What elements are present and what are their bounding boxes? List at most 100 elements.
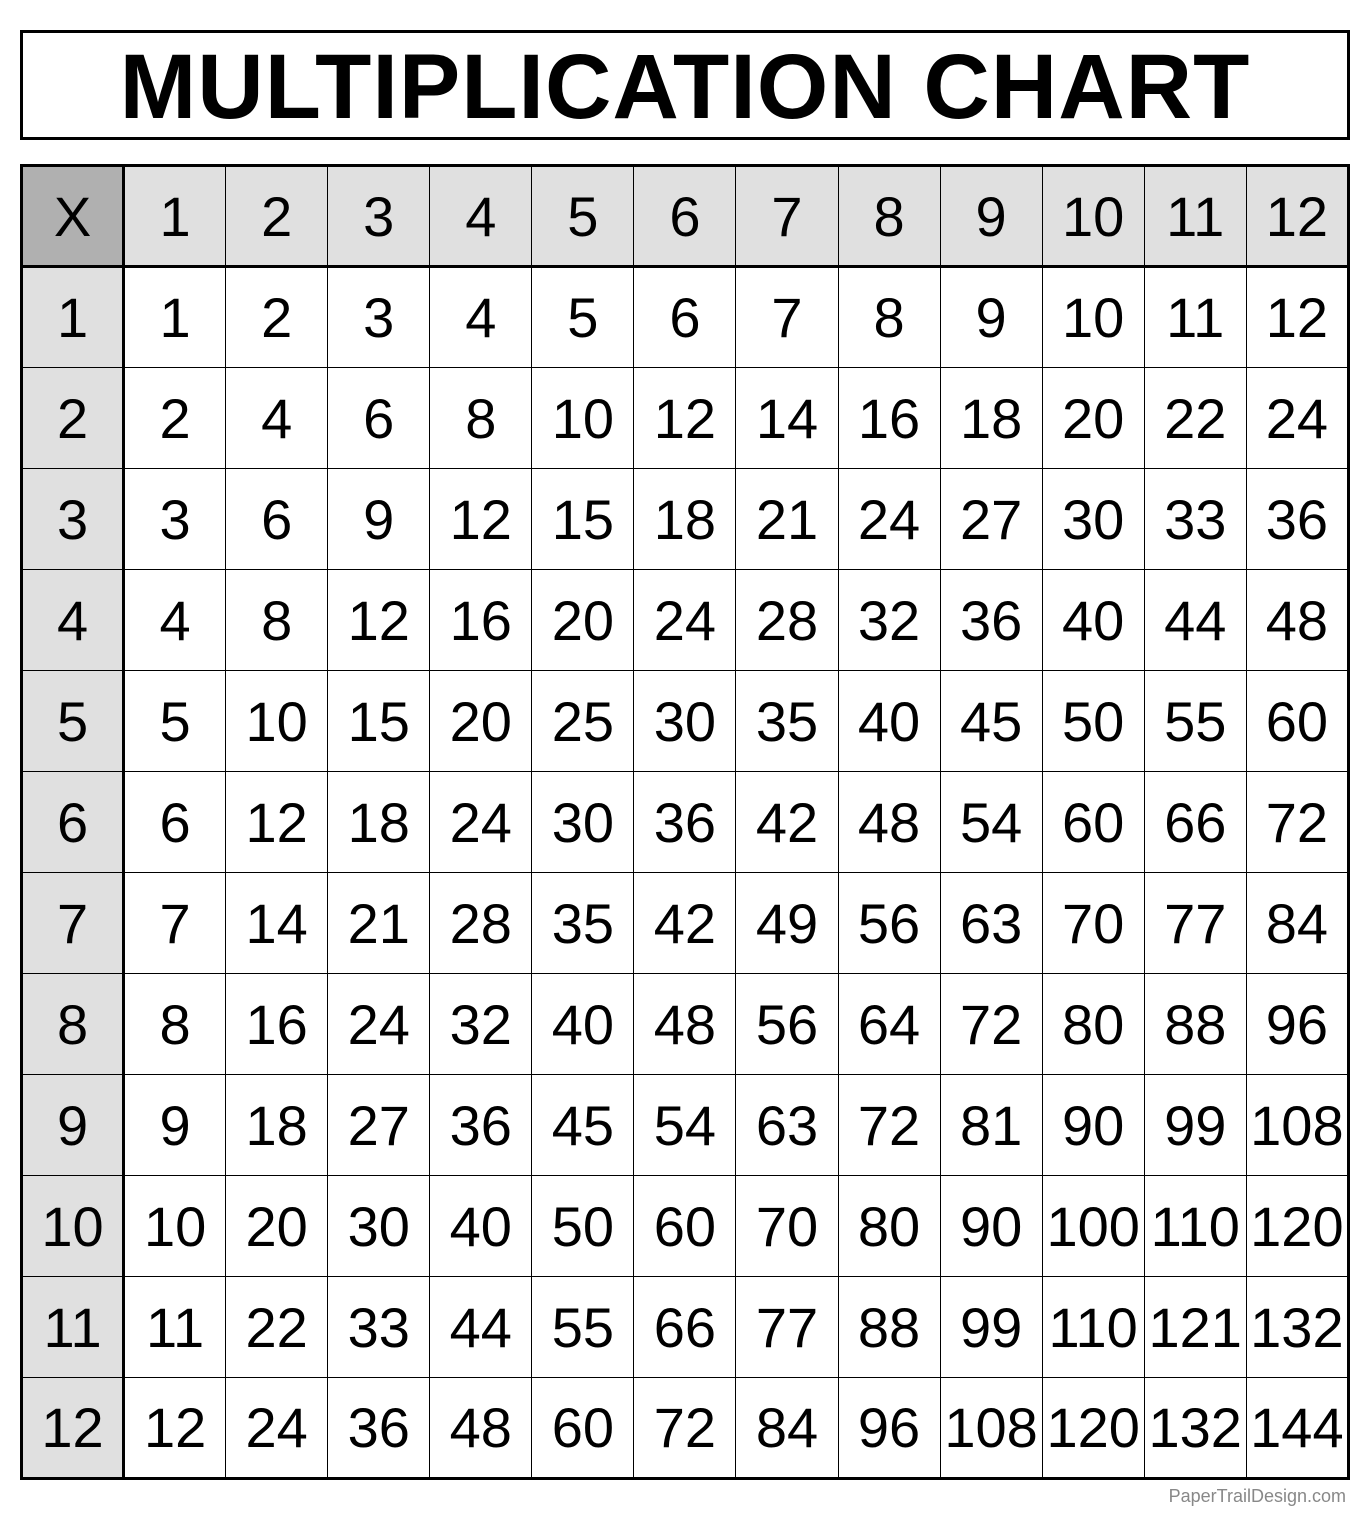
data-cell: 48 xyxy=(1246,570,1348,671)
data-cell: 72 xyxy=(634,1378,736,1479)
data-cell: 30 xyxy=(1042,469,1144,570)
data-cell: 12 xyxy=(430,469,532,570)
data-cell: 108 xyxy=(1246,1075,1348,1176)
table-row: 121224364860728496108120132144 xyxy=(22,1378,1349,1479)
data-cell: 12 xyxy=(1246,267,1348,368)
data-cell: 84 xyxy=(736,1378,838,1479)
data-cell: 132 xyxy=(1246,1277,1348,1378)
data-cell: 18 xyxy=(940,368,1042,469)
col-header-cell: 6 xyxy=(634,166,736,267)
data-cell: 33 xyxy=(328,1277,430,1378)
data-cell: 10 xyxy=(226,671,328,772)
data-cell: 88 xyxy=(1144,974,1246,1075)
data-cell: 20 xyxy=(532,570,634,671)
corner-cell: X xyxy=(22,166,124,267)
data-cell: 20 xyxy=(430,671,532,772)
data-cell: 6 xyxy=(124,772,226,873)
data-cell: 72 xyxy=(838,1075,940,1176)
data-cell: 4 xyxy=(430,267,532,368)
table-row: 551015202530354045505560 xyxy=(22,671,1349,772)
data-cell: 1 xyxy=(124,267,226,368)
data-cell: 14 xyxy=(736,368,838,469)
data-cell: 88 xyxy=(838,1277,940,1378)
data-cell: 10 xyxy=(1042,267,1144,368)
data-cell: 3 xyxy=(328,267,430,368)
data-cell: 24 xyxy=(328,974,430,1075)
data-cell: 8 xyxy=(124,974,226,1075)
data-cell: 63 xyxy=(940,873,1042,974)
col-header-cell: 10 xyxy=(1042,166,1144,267)
data-cell: 7 xyxy=(124,873,226,974)
data-cell: 24 xyxy=(226,1378,328,1479)
row-header-cell: 9 xyxy=(22,1075,124,1176)
data-cell: 56 xyxy=(838,873,940,974)
row-header-cell: 10 xyxy=(22,1176,124,1277)
data-cell: 54 xyxy=(634,1075,736,1176)
data-cell: 54 xyxy=(940,772,1042,873)
data-cell: 99 xyxy=(1144,1075,1246,1176)
data-cell: 5 xyxy=(124,671,226,772)
col-header-cell: 3 xyxy=(328,166,430,267)
data-cell: 40 xyxy=(838,671,940,772)
data-cell: 77 xyxy=(1144,873,1246,974)
table-row: 11112233445566778899110121132 xyxy=(22,1277,1349,1378)
row-header-cell: 3 xyxy=(22,469,124,570)
table-header-row: X123456789101112 xyxy=(22,166,1349,267)
data-cell: 45 xyxy=(532,1075,634,1176)
col-header-cell: 12 xyxy=(1246,166,1348,267)
data-cell: 48 xyxy=(430,1378,532,1479)
data-cell: 90 xyxy=(1042,1075,1144,1176)
data-cell: 6 xyxy=(226,469,328,570)
data-cell: 18 xyxy=(226,1075,328,1176)
data-cell: 121 xyxy=(1144,1277,1246,1378)
data-cell: 100 xyxy=(1042,1176,1144,1277)
col-header-cell: 11 xyxy=(1144,166,1246,267)
data-cell: 30 xyxy=(634,671,736,772)
data-cell: 108 xyxy=(940,1378,1042,1479)
table-row: 9918273645546372819099108 xyxy=(22,1075,1349,1176)
data-cell: 6 xyxy=(328,368,430,469)
data-cell: 10 xyxy=(124,1176,226,1277)
data-cell: 49 xyxy=(736,873,838,974)
data-cell: 96 xyxy=(838,1378,940,1479)
data-cell: 81 xyxy=(940,1075,1042,1176)
data-cell: 60 xyxy=(634,1176,736,1277)
row-header-cell: 5 xyxy=(22,671,124,772)
data-cell: 110 xyxy=(1144,1176,1246,1277)
title-box: MULTIPLICATION CHART xyxy=(20,30,1350,140)
data-cell: 36 xyxy=(430,1075,532,1176)
data-cell: 48 xyxy=(634,974,736,1075)
data-cell: 18 xyxy=(634,469,736,570)
data-cell: 144 xyxy=(1246,1378,1348,1479)
col-header-cell: 5 xyxy=(532,166,634,267)
col-header-cell: 9 xyxy=(940,166,1042,267)
row-header-cell: 7 xyxy=(22,873,124,974)
data-cell: 20 xyxy=(226,1176,328,1277)
data-cell: 12 xyxy=(328,570,430,671)
data-cell: 10 xyxy=(532,368,634,469)
data-cell: 15 xyxy=(532,469,634,570)
col-header-cell: 1 xyxy=(124,166,226,267)
data-cell: 11 xyxy=(1144,267,1246,368)
data-cell: 45 xyxy=(940,671,1042,772)
data-cell: 27 xyxy=(328,1075,430,1176)
data-cell: 80 xyxy=(838,1176,940,1277)
data-cell: 2 xyxy=(226,267,328,368)
data-cell: 80 xyxy=(1042,974,1144,1075)
col-header-cell: 2 xyxy=(226,166,328,267)
data-cell: 33 xyxy=(1144,469,1246,570)
row-header-cell: 8 xyxy=(22,974,124,1075)
table-row: 1123456789101112 xyxy=(22,267,1349,368)
data-cell: 30 xyxy=(532,772,634,873)
col-header-cell: 8 xyxy=(838,166,940,267)
data-cell: 22 xyxy=(226,1277,328,1378)
data-cell: 25 xyxy=(532,671,634,772)
data-cell: 72 xyxy=(1246,772,1348,873)
data-cell: 24 xyxy=(1246,368,1348,469)
data-cell: 9 xyxy=(124,1075,226,1176)
data-cell: 11 xyxy=(124,1277,226,1378)
table-row: 10102030405060708090100110120 xyxy=(22,1176,1349,1277)
data-cell: 120 xyxy=(1042,1378,1144,1479)
data-cell: 27 xyxy=(940,469,1042,570)
data-cell: 48 xyxy=(838,772,940,873)
